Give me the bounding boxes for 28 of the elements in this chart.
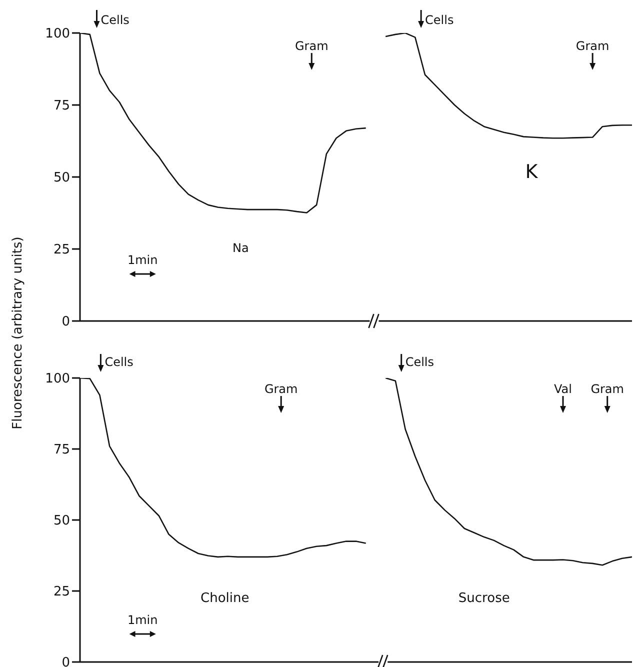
text: Cells — [104, 355, 134, 369]
text: Cells — [425, 13, 454, 27]
annotation: Val — [554, 382, 572, 396]
text: Cells — [405, 355, 434, 369]
annotation: 1min — [127, 613, 158, 627]
y-tick-label: 75 — [53, 98, 70, 114]
y-tick-label: 0 — [62, 656, 70, 667]
annotation: 1min — [127, 253, 158, 267]
text: Sucrose — [458, 591, 510, 606]
y-tick-label: 25 — [53, 584, 70, 600]
series-label: K — [525, 161, 538, 183]
annotation: Gram — [590, 382, 624, 396]
text: Choline — [200, 591, 250, 606]
annotation: Gram — [576, 39, 610, 53]
y-tick-label: 75 — [53, 442, 70, 458]
y-tick-label: 25 — [53, 242, 70, 258]
y-axis-title: Fluorescence (arbitrary units) — [10, 236, 26, 430]
y-tick-label: 100 — [45, 26, 70, 42]
y-tick-label: 50 — [53, 170, 70, 186]
line-series — [384, 378, 632, 566]
line-series — [384, 33, 632, 139]
y-tick-label: 50 — [53, 514, 70, 529]
y-tick-label: 100 — [45, 372, 70, 387]
annotation: Gram — [264, 382, 298, 396]
annotation: Gram — [295, 39, 328, 53]
y-tick-label: 0 — [62, 314, 70, 330]
text: Cells — [100, 13, 130, 27]
text: Na — [232, 241, 249, 255]
